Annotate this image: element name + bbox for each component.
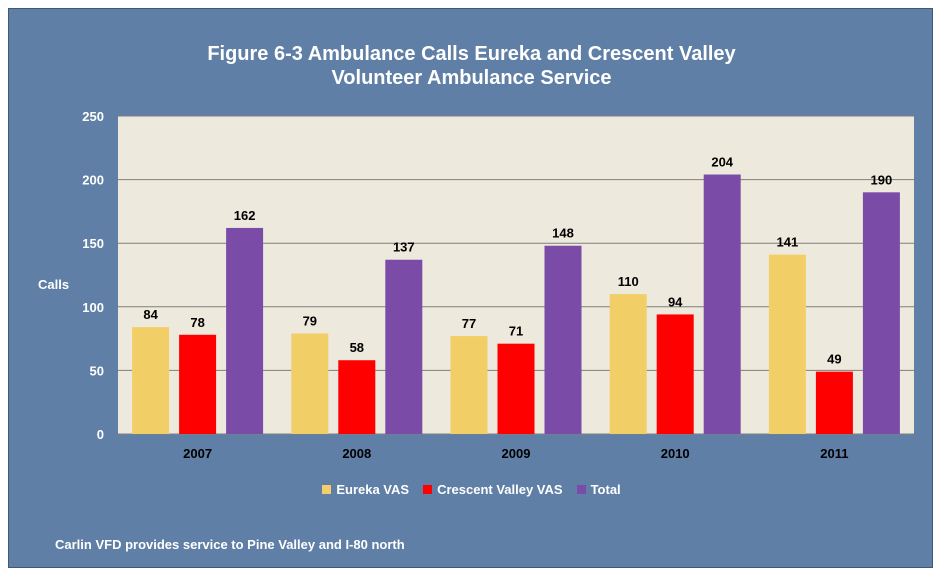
y-tick-label: 0: [97, 427, 104, 442]
data-label: 141: [777, 235, 799, 250]
data-label: 77: [462, 316, 476, 331]
data-label: 71: [509, 324, 523, 339]
legend-swatch-crescent-valley: [423, 485, 433, 494]
legend: Eureka VAS Crescent Valley VAS Total: [0, 482, 943, 497]
data-label: 49: [827, 352, 841, 367]
data-label: 110: [618, 274, 639, 289]
bar-crescent-valley-vas: [656, 314, 694, 434]
x-tick-label: 2010: [661, 446, 690, 461]
legend-swatch-eureka: [322, 485, 332, 494]
y-tick-label: 50: [90, 363, 104, 378]
data-label: 190: [871, 172, 893, 187]
y-tick-label: 200: [82, 173, 104, 188]
data-label: 79: [303, 314, 317, 329]
legend-label-total: Total: [590, 482, 621, 497]
bar-eureka-vas: [450, 336, 488, 434]
legend-item-crescent-valley: Crescent Valley VAS: [423, 482, 563, 497]
bar-total: [862, 192, 900, 434]
bar-crescent-valley-vas: [497, 343, 535, 434]
y-tick-label: 100: [82, 300, 104, 315]
data-label: 137: [393, 240, 415, 255]
x-tick-label: 2007: [183, 446, 212, 461]
data-label: 78: [190, 315, 204, 330]
data-label: 84: [143, 307, 158, 322]
legend-label-eureka: Eureka VAS: [336, 482, 410, 497]
chart-title: Figure 6-3 Ambulance Calls Eureka and Cr…: [207, 43, 736, 65]
chart-subtitle: Volunteer Ambulance Service: [331, 67, 612, 89]
bar-eureka-vas: [132, 327, 170, 434]
legend-item-eureka: Eureka VAS: [322, 482, 409, 497]
bar-crescent-valley-vas: [338, 360, 376, 434]
x-tick-label: 2009: [502, 446, 531, 461]
y-axis-label: Calls: [38, 277, 70, 292]
bar-crescent-valley-vas: [815, 371, 853, 434]
bar-eureka-vas: [768, 254, 806, 434]
bar-crescent-valley-vas: [179, 334, 217, 434]
y-tick-label: 150: [82, 236, 104, 251]
y-tick-label: 250: [82, 109, 104, 124]
footnote: Carlin VFD provides service to Pine Vall…: [55, 537, 405, 552]
x-tick-label: 2008: [342, 446, 371, 461]
bar-total: [703, 174, 741, 434]
x-tick-label: 2011: [820, 446, 848, 461]
legend-label-crescent-valley: Crescent Valley VAS: [437, 482, 563, 497]
data-label: 58: [350, 340, 364, 355]
data-label: 94: [668, 294, 683, 309]
bar-total: [226, 227, 264, 434]
data-label: 148: [552, 226, 574, 241]
bar-eureka-vas: [291, 333, 329, 434]
data-label: 162: [234, 208, 256, 223]
legend-swatch-total: [576, 485, 586, 494]
bar-total: [385, 259, 423, 434]
bar-total: [544, 245, 582, 434]
bar-eureka-vas: [609, 294, 647, 434]
legend-item-total: Total: [576, 482, 621, 497]
data-label: 204: [711, 155, 733, 170]
